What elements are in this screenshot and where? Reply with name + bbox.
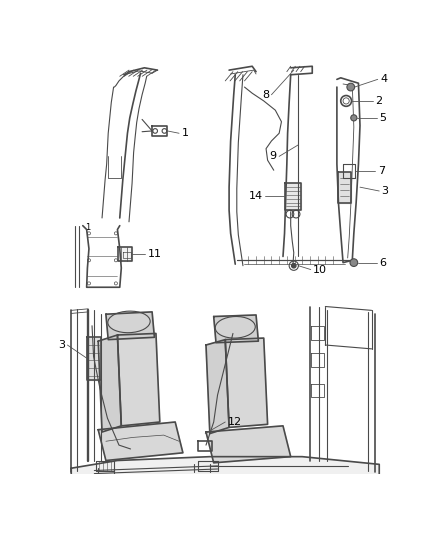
Ellipse shape xyxy=(108,311,150,333)
Polygon shape xyxy=(206,340,229,433)
Polygon shape xyxy=(87,337,100,379)
Polygon shape xyxy=(285,183,301,210)
Text: 7: 7 xyxy=(378,166,385,176)
Text: 3: 3 xyxy=(381,186,389,196)
Polygon shape xyxy=(118,247,132,261)
Text: 12: 12 xyxy=(228,417,242,427)
Ellipse shape xyxy=(215,317,255,338)
Text: 9: 9 xyxy=(270,151,277,161)
Text: 6: 6 xyxy=(379,257,386,268)
Circle shape xyxy=(347,83,355,91)
Polygon shape xyxy=(98,422,183,461)
Text: 1: 1 xyxy=(181,128,188,138)
Polygon shape xyxy=(214,315,258,343)
Text: 2: 2 xyxy=(375,96,382,106)
Polygon shape xyxy=(71,457,379,476)
Polygon shape xyxy=(117,334,160,426)
Text: 1: 1 xyxy=(85,223,90,232)
Circle shape xyxy=(351,115,357,121)
Text: 11: 11 xyxy=(148,249,162,259)
Polygon shape xyxy=(339,172,351,203)
Polygon shape xyxy=(206,426,291,463)
Text: 14: 14 xyxy=(249,191,263,201)
Text: 5: 5 xyxy=(379,113,386,123)
Text: 10: 10 xyxy=(313,264,327,274)
Text: 8: 8 xyxy=(262,90,269,100)
Polygon shape xyxy=(225,338,268,427)
Text: 4: 4 xyxy=(380,75,387,84)
Circle shape xyxy=(291,263,296,268)
Polygon shape xyxy=(106,312,155,340)
Polygon shape xyxy=(98,335,121,432)
Circle shape xyxy=(350,259,358,266)
Text: 3: 3 xyxy=(58,340,65,350)
